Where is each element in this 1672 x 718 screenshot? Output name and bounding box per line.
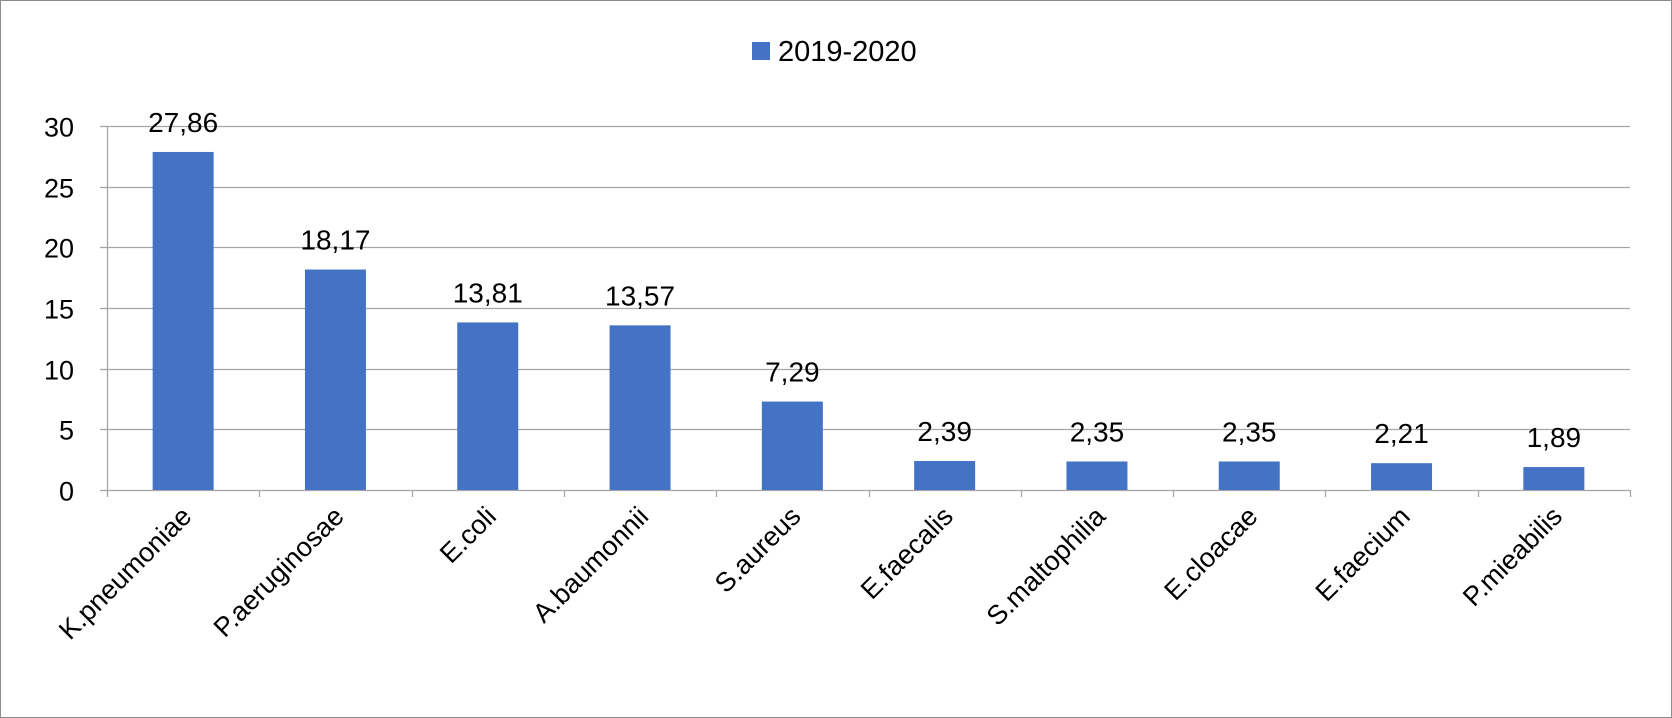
category-labels: K.pneumoniae P.aeruginosae E.coli A.baumonn… (53, 500, 1568, 645)
y-tick-label: 25 (44, 174, 74, 204)
bar (1371, 463, 1433, 490)
x-category-label: P.aeruginosae (208, 501, 350, 643)
data-label: 13,81 (453, 277, 523, 308)
bars (152, 151, 1585, 490)
data-label: 18,17 (300, 225, 370, 256)
x-category-label: P.mieabilis (1457, 501, 1568, 612)
bar (761, 401, 823, 490)
x-category-label: K.pneumoniae (53, 501, 197, 645)
data-label: 2,35 (1222, 416, 1277, 447)
y-tick-label: 0 (59, 477, 74, 507)
y-axis-ticks: 0 5 10 15 20 25 30 (44, 113, 107, 507)
x-category-label: E.coli (434, 501, 502, 569)
x-axis (106, 126, 1632, 497)
bar (152, 151, 214, 490)
y-tick-label: 5 (59, 416, 74, 446)
bar (914, 461, 976, 490)
x-category-label: E.cloacae (1158, 501, 1263, 606)
x-category-label: S.maltophilia (981, 500, 1112, 631)
legend: 2019-2020 (752, 36, 917, 68)
data-label: 7,29 (765, 357, 820, 388)
bar (1218, 461, 1280, 490)
bar (609, 325, 671, 490)
bar (1523, 467, 1585, 490)
y-tick-label: 10 (44, 356, 74, 386)
bar (304, 269, 366, 490)
data-label: 27,86 (148, 107, 218, 138)
x-category-label: S.aureus (709, 501, 807, 599)
data-label: 1,89 (1527, 422, 1582, 453)
y-tick-label: 30 (44, 113, 74, 143)
data-label: 13,57 (605, 280, 675, 311)
x-category-label: A.baumonnii (527, 501, 654, 628)
bar (1066, 461, 1128, 490)
y-tick-label: 15 (44, 295, 74, 325)
legend-label: 2019-2020 (778, 36, 917, 68)
legend-swatch (752, 42, 770, 60)
data-label: 2,35 (1070, 416, 1125, 447)
y-tick-label: 20 (44, 234, 74, 264)
data-label: 2,39 (917, 416, 972, 447)
bar (457, 322, 519, 490)
data-labels: 27,86 18,17 13,81 13,57 7,29 2,39 2,35 2,35 2,21… (148, 107, 1581, 453)
data-label: 2,21 (1374, 418, 1429, 449)
x-category-label: E.faecium (1310, 501, 1416, 607)
x-category-label: E.faecalis (855, 501, 959, 605)
